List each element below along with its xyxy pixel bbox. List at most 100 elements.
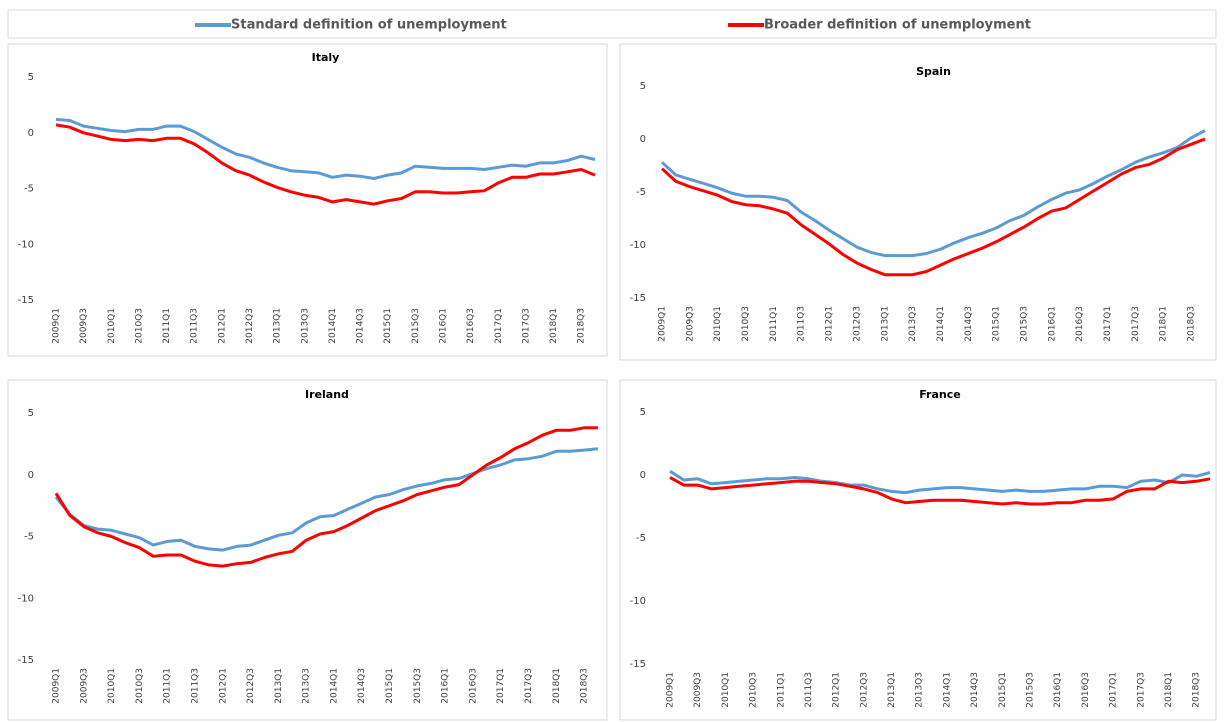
- x-tick-label: 2017Q3: [524, 668, 534, 704]
- y-tick-label: 5: [640, 407, 646, 418]
- x-tick-label: 2012Q3: [852, 306, 862, 342]
- x-tick-label: 2010Q1: [107, 668, 117, 704]
- x-tick-label: 2009Q3: [79, 668, 89, 704]
- chart-title: France: [919, 388, 960, 401]
- series-line: [54, 447, 599, 552]
- x-tick-label: 2015Q1: [383, 308, 393, 344]
- y-tick-label: -10: [630, 240, 646, 251]
- x-tick-label: 2018Q1: [552, 668, 562, 704]
- x-tick-label: 2014Q3: [964, 306, 974, 342]
- x-tick-label: 2010Q1: [107, 308, 117, 344]
- x-tick-label: 2012Q3: [245, 308, 255, 344]
- x-tick-label: 2015Q3: [1026, 672, 1036, 708]
- x-tick-label: 2018Q1: [549, 308, 559, 344]
- chart-title: Ireland: [305, 388, 349, 401]
- x-tick-label: 2012Q3: [859, 672, 869, 708]
- x-tick-label: 2012Q1: [832, 672, 842, 708]
- x-tick-label: 2009Q3: [693, 672, 703, 708]
- y-tick-label: 0: [28, 470, 34, 481]
- x-tick-label: 2009Q1: [52, 308, 62, 344]
- y-tick-label: -15: [630, 293, 646, 304]
- x-tick-label: 2017Q3: [521, 308, 531, 344]
- panel-frame: [619, 43, 1217, 361]
- x-tick-label: 2011Q3: [190, 308, 200, 344]
- y-tick-label: -10: [630, 596, 646, 607]
- legend-box: [7, 9, 1217, 39]
- panel-frame: [619, 379, 1217, 721]
- x-tick-label: 2010Q3: [134, 308, 144, 344]
- x-tick-label: 2014Q3: [357, 668, 367, 704]
- x-tick-label: 2014Q1: [942, 672, 952, 708]
- legend-label: Standard definition of unemployment: [231, 18, 507, 33]
- x-tick-label: 2012Q1: [825, 306, 835, 342]
- x-tick-label: 2016Q3: [466, 308, 476, 344]
- x-tick-label: 2018Q3: [580, 668, 590, 704]
- y-tick-label: -15: [630, 659, 646, 670]
- x-tick-label: 2016Q3: [1081, 672, 1091, 708]
- y-tick-label: 0: [640, 134, 646, 145]
- x-tick-label: 2016Q1: [1053, 672, 1063, 708]
- y-tick-label: -15: [18, 655, 34, 666]
- series-line: [55, 117, 596, 180]
- y-tick-label: -5: [24, 184, 34, 195]
- series-line: [669, 476, 1211, 506]
- x-tick-label: 2018Q3: [577, 308, 587, 344]
- legend-label: Broader definition of unemployment: [764, 18, 1031, 33]
- x-tick-label: 2010Q3: [135, 668, 145, 704]
- x-tick-label: 2014Q1: [328, 308, 338, 344]
- x-tick-label: 2011Q1: [776, 672, 786, 708]
- x-tick-label: 2010Q3: [749, 672, 759, 708]
- x-tick-label: 2011Q1: [163, 668, 173, 704]
- series-line: [660, 129, 1206, 258]
- x-tick-label: 2010Q3: [741, 306, 751, 342]
- series-line: [55, 123, 596, 206]
- x-tick-label: 2009Q1: [666, 672, 676, 708]
- x-tick-label: 2014Q3: [356, 308, 366, 344]
- x-tick-label: 2012Q3: [246, 668, 256, 704]
- y-tick-label: -15: [18, 295, 34, 306]
- x-tick-label: 2011Q3: [190, 668, 200, 704]
- y-tick-label: 5: [28, 408, 34, 419]
- y-tick-label: 5: [640, 81, 646, 92]
- x-tick-label: 2011Q3: [797, 306, 807, 342]
- x-tick-label: 2018Q1: [1164, 672, 1174, 708]
- x-tick-label: 2017Q3: [1131, 306, 1141, 342]
- x-tick-label: 2017Q3: [1136, 672, 1146, 708]
- series-line: [669, 469, 1211, 495]
- x-tick-label: 2017Q1: [494, 308, 504, 344]
- series-line: [54, 426, 598, 568]
- x-tick-label: 2015Q1: [998, 672, 1008, 708]
- x-tick-label: 2014Q3: [970, 672, 980, 708]
- x-tick-label: 2016Q3: [468, 668, 478, 704]
- x-tick-label: 2013Q1: [880, 306, 890, 342]
- x-tick-label: 2016Q3: [1075, 306, 1085, 342]
- x-tick-label: 2010Q1: [713, 306, 723, 342]
- x-tick-label: 2018Q1: [1159, 306, 1169, 342]
- x-tick-label: 2012Q1: [218, 668, 228, 704]
- x-tick-label: 2009Q3: [685, 306, 695, 342]
- x-tick-label: 2009Q1: [52, 668, 62, 704]
- x-tick-label: 2015Q1: [385, 668, 395, 704]
- x-tick-label: 2015Q3: [1020, 306, 1030, 342]
- x-tick-label: 2013Q3: [300, 308, 310, 344]
- x-tick-label: 2013Q1: [887, 672, 897, 708]
- y-tick-label: -5: [24, 532, 34, 543]
- x-tick-label: 2009Q1: [658, 306, 668, 342]
- x-tick-label: 2017Q1: [1103, 306, 1113, 342]
- x-tick-label: 2013Q3: [908, 306, 918, 342]
- x-tick-label: 2015Q3: [411, 308, 421, 344]
- x-tick-label: 2013Q3: [302, 668, 312, 704]
- chart-title: Spain: [916, 65, 951, 78]
- y-tick-label: -5: [636, 187, 646, 198]
- y-tick-label: 0: [28, 128, 34, 139]
- x-tick-label: 2017Q1: [1109, 672, 1119, 708]
- y-tick-label: 0: [640, 470, 646, 481]
- x-tick-label: 2018Q3: [1187, 306, 1197, 342]
- series-line: [660, 137, 1206, 277]
- x-tick-label: 2016Q1: [1047, 306, 1057, 342]
- x-tick-label: 2018Q3: [1192, 672, 1202, 708]
- x-tick-label: 2016Q1: [441, 668, 451, 704]
- x-tick-label: 2009Q3: [79, 308, 89, 344]
